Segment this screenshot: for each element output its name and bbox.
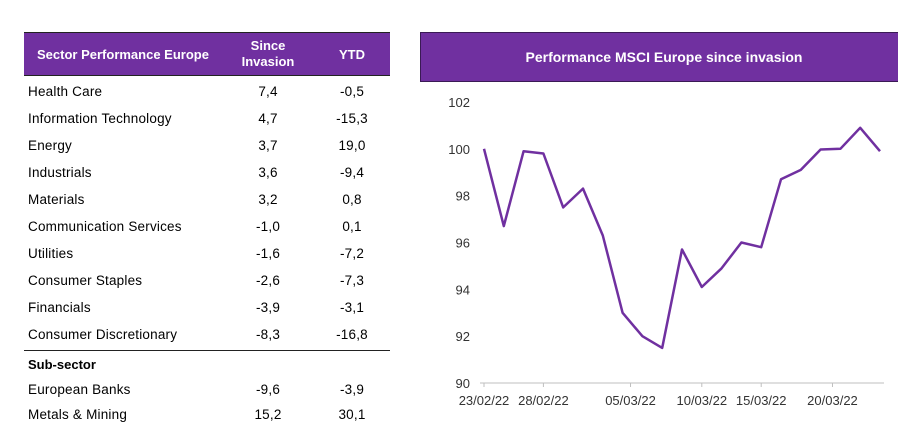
sector-name: Information Technology [28,111,172,126]
x-tick-label: 05/03/22 [605,393,656,408]
ytd-value: -3,9 [339,382,365,397]
table-row: Consumer Staples -2,6 -7,3 [24,267,390,294]
sector-performance-table: Sector Performance Europe Since Invasion… [24,32,390,427]
header-since-line1: Since [250,38,286,53]
ytd-value: -9,4 [339,165,365,180]
subsector-rows: European Banks -9,6 -3,9 Metals & Mining… [24,377,390,427]
since-invasion-value: -1,6 [255,246,281,261]
sector-name: Materials [28,192,85,207]
series-group [482,126,881,350]
since-invasion-value: -8,3 [255,327,281,342]
since-invasion-value: -1,0 [255,219,281,234]
table-row: Financials -3,9 -3,1 [24,294,390,321]
y-tick-label: 98 [456,189,470,204]
ytd-value: -0,5 [339,84,365,99]
msci-europe-line-chart: 90 92 94 96 98 100 102 23/02/22 28/02/22 05/03/2… [448,95,884,408]
y-tick-label: 100 [448,142,470,157]
table-row: European Banks -9,6 -3,9 [24,377,390,402]
header-since-line2: Invasion [241,54,295,69]
y-axis: 90 92 94 96 98 100 102 [448,95,470,391]
series-line [482,126,881,350]
sector-name: Health Care [28,84,103,99]
since-invasion-value: -2,6 [255,273,281,288]
sector-name: Consumer Discretionary [28,327,178,342]
table-row: Metals & Mining 15,2 30,1 [24,402,390,427]
sector-name: Industrials [28,165,92,180]
table-row: Materials 3,2 0,8 [24,186,390,213]
y-tick-label: 90 [456,376,470,391]
ytd-value: -16,8 [336,327,368,342]
table-row: Industrials 3,6 -9,4 [24,159,390,186]
table-row: Utilities -1,6 -7,2 [24,240,390,267]
chart-title: Performance MSCI Europe since invasion [420,32,898,82]
ytd-value: 0,1 [342,219,362,234]
sector-name: Communication Services [28,219,182,234]
header-sector: Sector Performance Europe [37,46,209,62]
table-row: Communication Services -1,0 0,1 [24,213,390,240]
since-invasion-value: 3,7 [258,138,278,153]
table-row: Information Technology 4,7 -15,3 [24,105,390,132]
ytd-value: -3,1 [339,300,365,315]
since-invasion-value: -3,9 [255,300,281,315]
y-tick-label: 102 [448,95,470,110]
x-tick-label: 28/02/22 [518,393,569,408]
x-tick-label: 15/03/22 [736,393,787,408]
sector-rows: Health Care 7,4 -0,5 Information Technol… [24,76,390,351]
x-tick-label: 20/03/22 [807,393,858,408]
table-row: Health Care 7,4 -0,5 [24,78,390,105]
y-tick-label: 94 [456,282,470,297]
sector-name: Metals & Mining [28,407,128,422]
since-invasion-value: 3,2 [258,192,278,207]
ytd-value: -7,2 [339,246,365,261]
header-since-invasion: Since Invasion [222,38,314,70]
since-invasion-value: 15,2 [254,407,282,422]
table-header: Sector Performance Europe Since Invasion… [24,32,390,76]
since-invasion-value: 7,4 [258,84,278,99]
since-invasion-value: 3,6 [258,165,278,180]
sector-name: Financials [28,300,91,315]
sector-name: Consumer Staples [28,273,143,288]
since-invasion-value: -9,6 [255,382,281,397]
subsector-title: Sub-sector [28,356,96,372]
y-tick-label: 92 [456,329,470,344]
x-axis: 23/02/22 28/02/22 05/03/22 10/03/22 15/03/22… [459,383,858,408]
sector-name: Energy [28,138,72,153]
ytd-value: -7,3 [339,273,365,288]
sector-name: Utilities [28,246,74,261]
x-tick-label: 23/02/22 [459,393,510,408]
sector-name: European Banks [28,382,131,397]
header-ytd: YTD [339,46,365,62]
table-row: Consumer Discretionary -8,3 -16,8 [24,321,390,348]
ytd-value: 19,0 [338,138,366,153]
table-row: Energy 3,7 19,0 [24,132,390,159]
ytd-value: -15,3 [336,111,368,126]
ytd-value: 30,1 [338,407,366,422]
x-tick-label: 10/03/22 [676,393,727,408]
ytd-value: 0,8 [342,192,362,207]
since-invasion-value: 4,7 [258,111,278,126]
y-tick-label: 96 [456,236,470,251]
